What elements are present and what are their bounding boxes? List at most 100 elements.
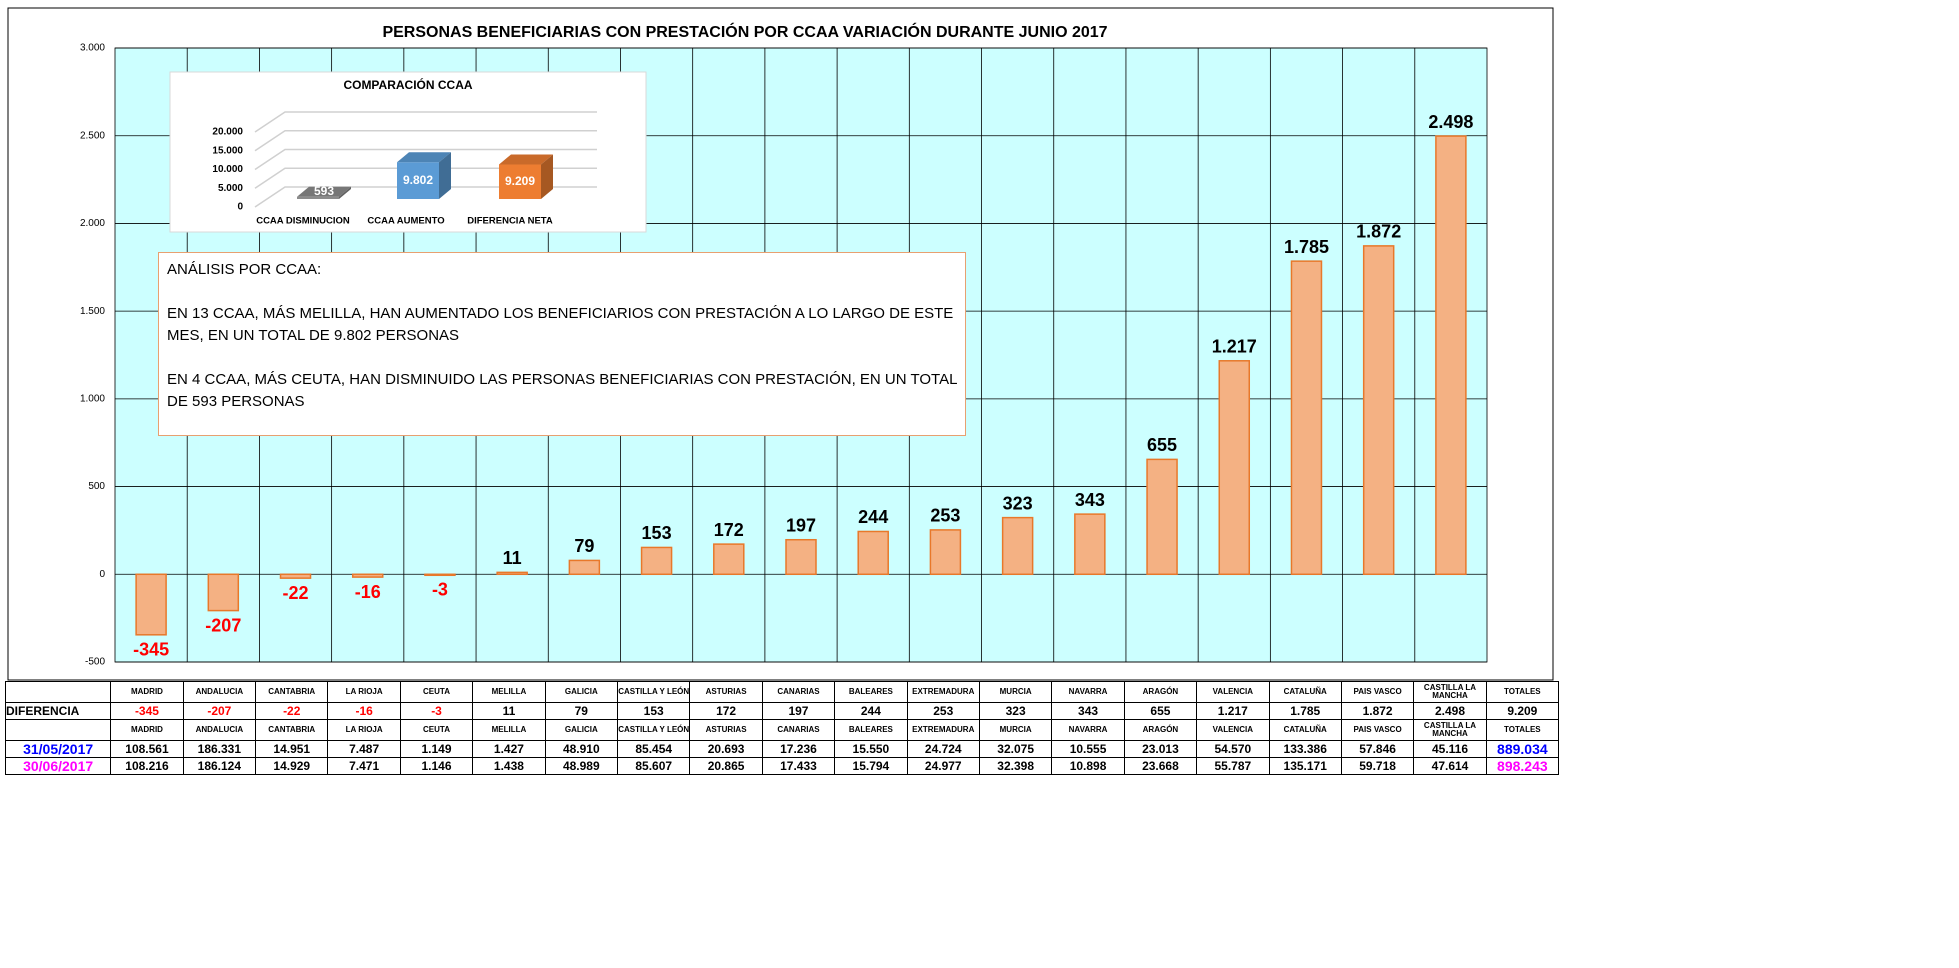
inset-y-tick-label: 5.000 bbox=[218, 183, 243, 194]
column-header: ASTURIAS bbox=[689, 719, 763, 741]
bar bbox=[1290, 260, 1323, 576]
table-cell: 48.989 bbox=[544, 757, 619, 775]
column-header: CANARIAS bbox=[761, 681, 836, 703]
inset-grid-line bbox=[254, 186, 597, 208]
bar bbox=[713, 543, 745, 576]
bar-top bbox=[499, 154, 553, 165]
column-header: PAIS VASCO bbox=[1340, 719, 1415, 741]
bar bbox=[496, 571, 528, 576]
column-header: CEUTA bbox=[399, 681, 474, 703]
table-cell: 20.865 bbox=[689, 757, 763, 775]
table-cell: 17.236 bbox=[761, 740, 836, 758]
bar-side bbox=[339, 186, 351, 199]
table-cell: 253 bbox=[906, 702, 980, 720]
table-row: DIFERENCIA -345 -207 -22 -16 -3 11 79 153 172 197 2… bbox=[4, 702, 1560, 720]
bar-side bbox=[439, 152, 451, 199]
column-header: CANTABRIA bbox=[255, 681, 329, 703]
column-header: MURCIA bbox=[978, 719, 1053, 741]
chart: PERSONAS BENEFICIARIAS CON PRESTACIÓN PO… bbox=[7, 7, 1554, 681]
table-cell: 7.487 bbox=[327, 740, 401, 758]
table-cell: 1.217 bbox=[1196, 702, 1270, 720]
column-header: ARAGÓN bbox=[1123, 681, 1198, 703]
column-header: NAVARRA bbox=[1051, 719, 1125, 741]
column-header: CASTILLA LA MANCHA bbox=[1413, 681, 1487, 703]
data-label: -345 bbox=[133, 640, 169, 660]
column-header: CEUTA bbox=[399, 719, 474, 741]
table-cell: 244 bbox=[834, 702, 908, 720]
bar bbox=[785, 538, 817, 576]
table-cell: 24.724 bbox=[906, 740, 980, 758]
inset-grid-line bbox=[254, 130, 597, 152]
bar bbox=[857, 530, 889, 576]
inset-y-tick-label: 15.000 bbox=[212, 145, 243, 156]
inset-grid-line bbox=[254, 148, 597, 171]
column-header: ARAGÓN bbox=[1123, 719, 1198, 741]
table-cell: 1.438 bbox=[472, 757, 546, 775]
bar-side bbox=[541, 154, 553, 199]
table-cell: 55.787 bbox=[1196, 757, 1270, 775]
column-header: TOTALES bbox=[1485, 681, 1560, 703]
data-label: 253 bbox=[930, 506, 960, 526]
bar-top bbox=[297, 186, 351, 197]
table-cell: 20.693 bbox=[689, 740, 763, 758]
table-cell: 889.034 bbox=[1485, 740, 1560, 758]
bar bbox=[929, 529, 962, 576]
y-tick-label: 0 bbox=[99, 569, 105, 580]
table-cell: 1.427 bbox=[472, 740, 546, 758]
column-header: ASTURIAS bbox=[689, 681, 763, 703]
column-header: CASTILLA LA MANCHA bbox=[1413, 719, 1487, 741]
table-cell: 54.570 bbox=[1196, 740, 1270, 758]
column-header: GALICIA bbox=[544, 719, 619, 741]
data-table: MADRID ANDALUCIA CANTABRIA LA RIOJA CEUTA MEL… bbox=[4, 681, 1560, 775]
y-tick-label: 1.500 bbox=[80, 306, 105, 317]
data-label: 244 bbox=[858, 507, 888, 527]
y-tick-label: 3.000 bbox=[80, 43, 105, 54]
column-header: CANARIAS bbox=[761, 719, 836, 741]
table-cell: -207 bbox=[182, 702, 257, 720]
column-header: VALENCIA bbox=[1196, 719, 1270, 741]
y-tick-label: 500 bbox=[88, 481, 105, 492]
inset-title: COMPARACIÓN CCAA bbox=[343, 77, 472, 92]
inset-data-label: 9.802 bbox=[403, 173, 433, 187]
table-cell: 898.243 bbox=[1485, 757, 1560, 775]
table-cell: 47.614 bbox=[1413, 757, 1487, 775]
data-label: -207 bbox=[205, 615, 241, 635]
bar bbox=[1074, 513, 1106, 576]
table-cell: 108.216 bbox=[110, 757, 184, 775]
table-cell: 57.846 bbox=[1340, 740, 1415, 758]
inset-grid-line bbox=[254, 167, 597, 189]
table-corner bbox=[4, 681, 112, 703]
table-cell: 11 bbox=[472, 702, 546, 720]
column-header: CATALUÑA bbox=[1268, 681, 1342, 703]
data-label: 655 bbox=[1147, 435, 1177, 455]
table-row: 30/06/2017 108.216 186.124 14.929 7.471 1.146… bbox=[4, 757, 1560, 775]
table-cell: 7.471 bbox=[327, 757, 401, 775]
table-cell: 186.331 bbox=[182, 740, 257, 758]
table-cell: 186.124 bbox=[182, 757, 257, 775]
data-label: 172 bbox=[714, 520, 744, 540]
table-cell: 48.910 bbox=[544, 740, 619, 758]
table-cell: 1.149 bbox=[399, 740, 474, 758]
column-header: ANDALUCIA bbox=[182, 681, 257, 703]
data-label: 1.872 bbox=[1356, 222, 1401, 242]
table-cell: 153 bbox=[616, 702, 691, 720]
table-cell: 17.433 bbox=[761, 757, 836, 775]
inset-y-tick-label: 20.000 bbox=[212, 127, 243, 138]
table-cell: 45.116 bbox=[1413, 740, 1487, 758]
row-label: 30/06/2017 bbox=[4, 757, 112, 775]
bar bbox=[424, 573, 456, 577]
row-label: 31/05/2017 bbox=[4, 740, 112, 758]
table-row: MADRID ANDALUCIA CANTABRIA LA RIOJA CEUTA MEL… bbox=[4, 681, 1560, 703]
y-tick-label: 2.000 bbox=[80, 218, 105, 229]
data-label: 343 bbox=[1075, 490, 1105, 510]
table-cell: 133.386 bbox=[1268, 740, 1342, 758]
inset-x-label: CCAA DISMINUCION bbox=[256, 216, 350, 227]
table-cell: 10.898 bbox=[1051, 757, 1125, 775]
column-header: MELILLA bbox=[472, 681, 546, 703]
bar bbox=[1001, 516, 1034, 576]
column-header: MELILLA bbox=[472, 719, 546, 741]
text-box: ANÁLISIS POR CCAA: EN 13 CCAA, MÁS MELIL… bbox=[158, 252, 966, 436]
table-cell: -345 bbox=[110, 702, 184, 720]
data-label: -22 bbox=[283, 583, 309, 603]
